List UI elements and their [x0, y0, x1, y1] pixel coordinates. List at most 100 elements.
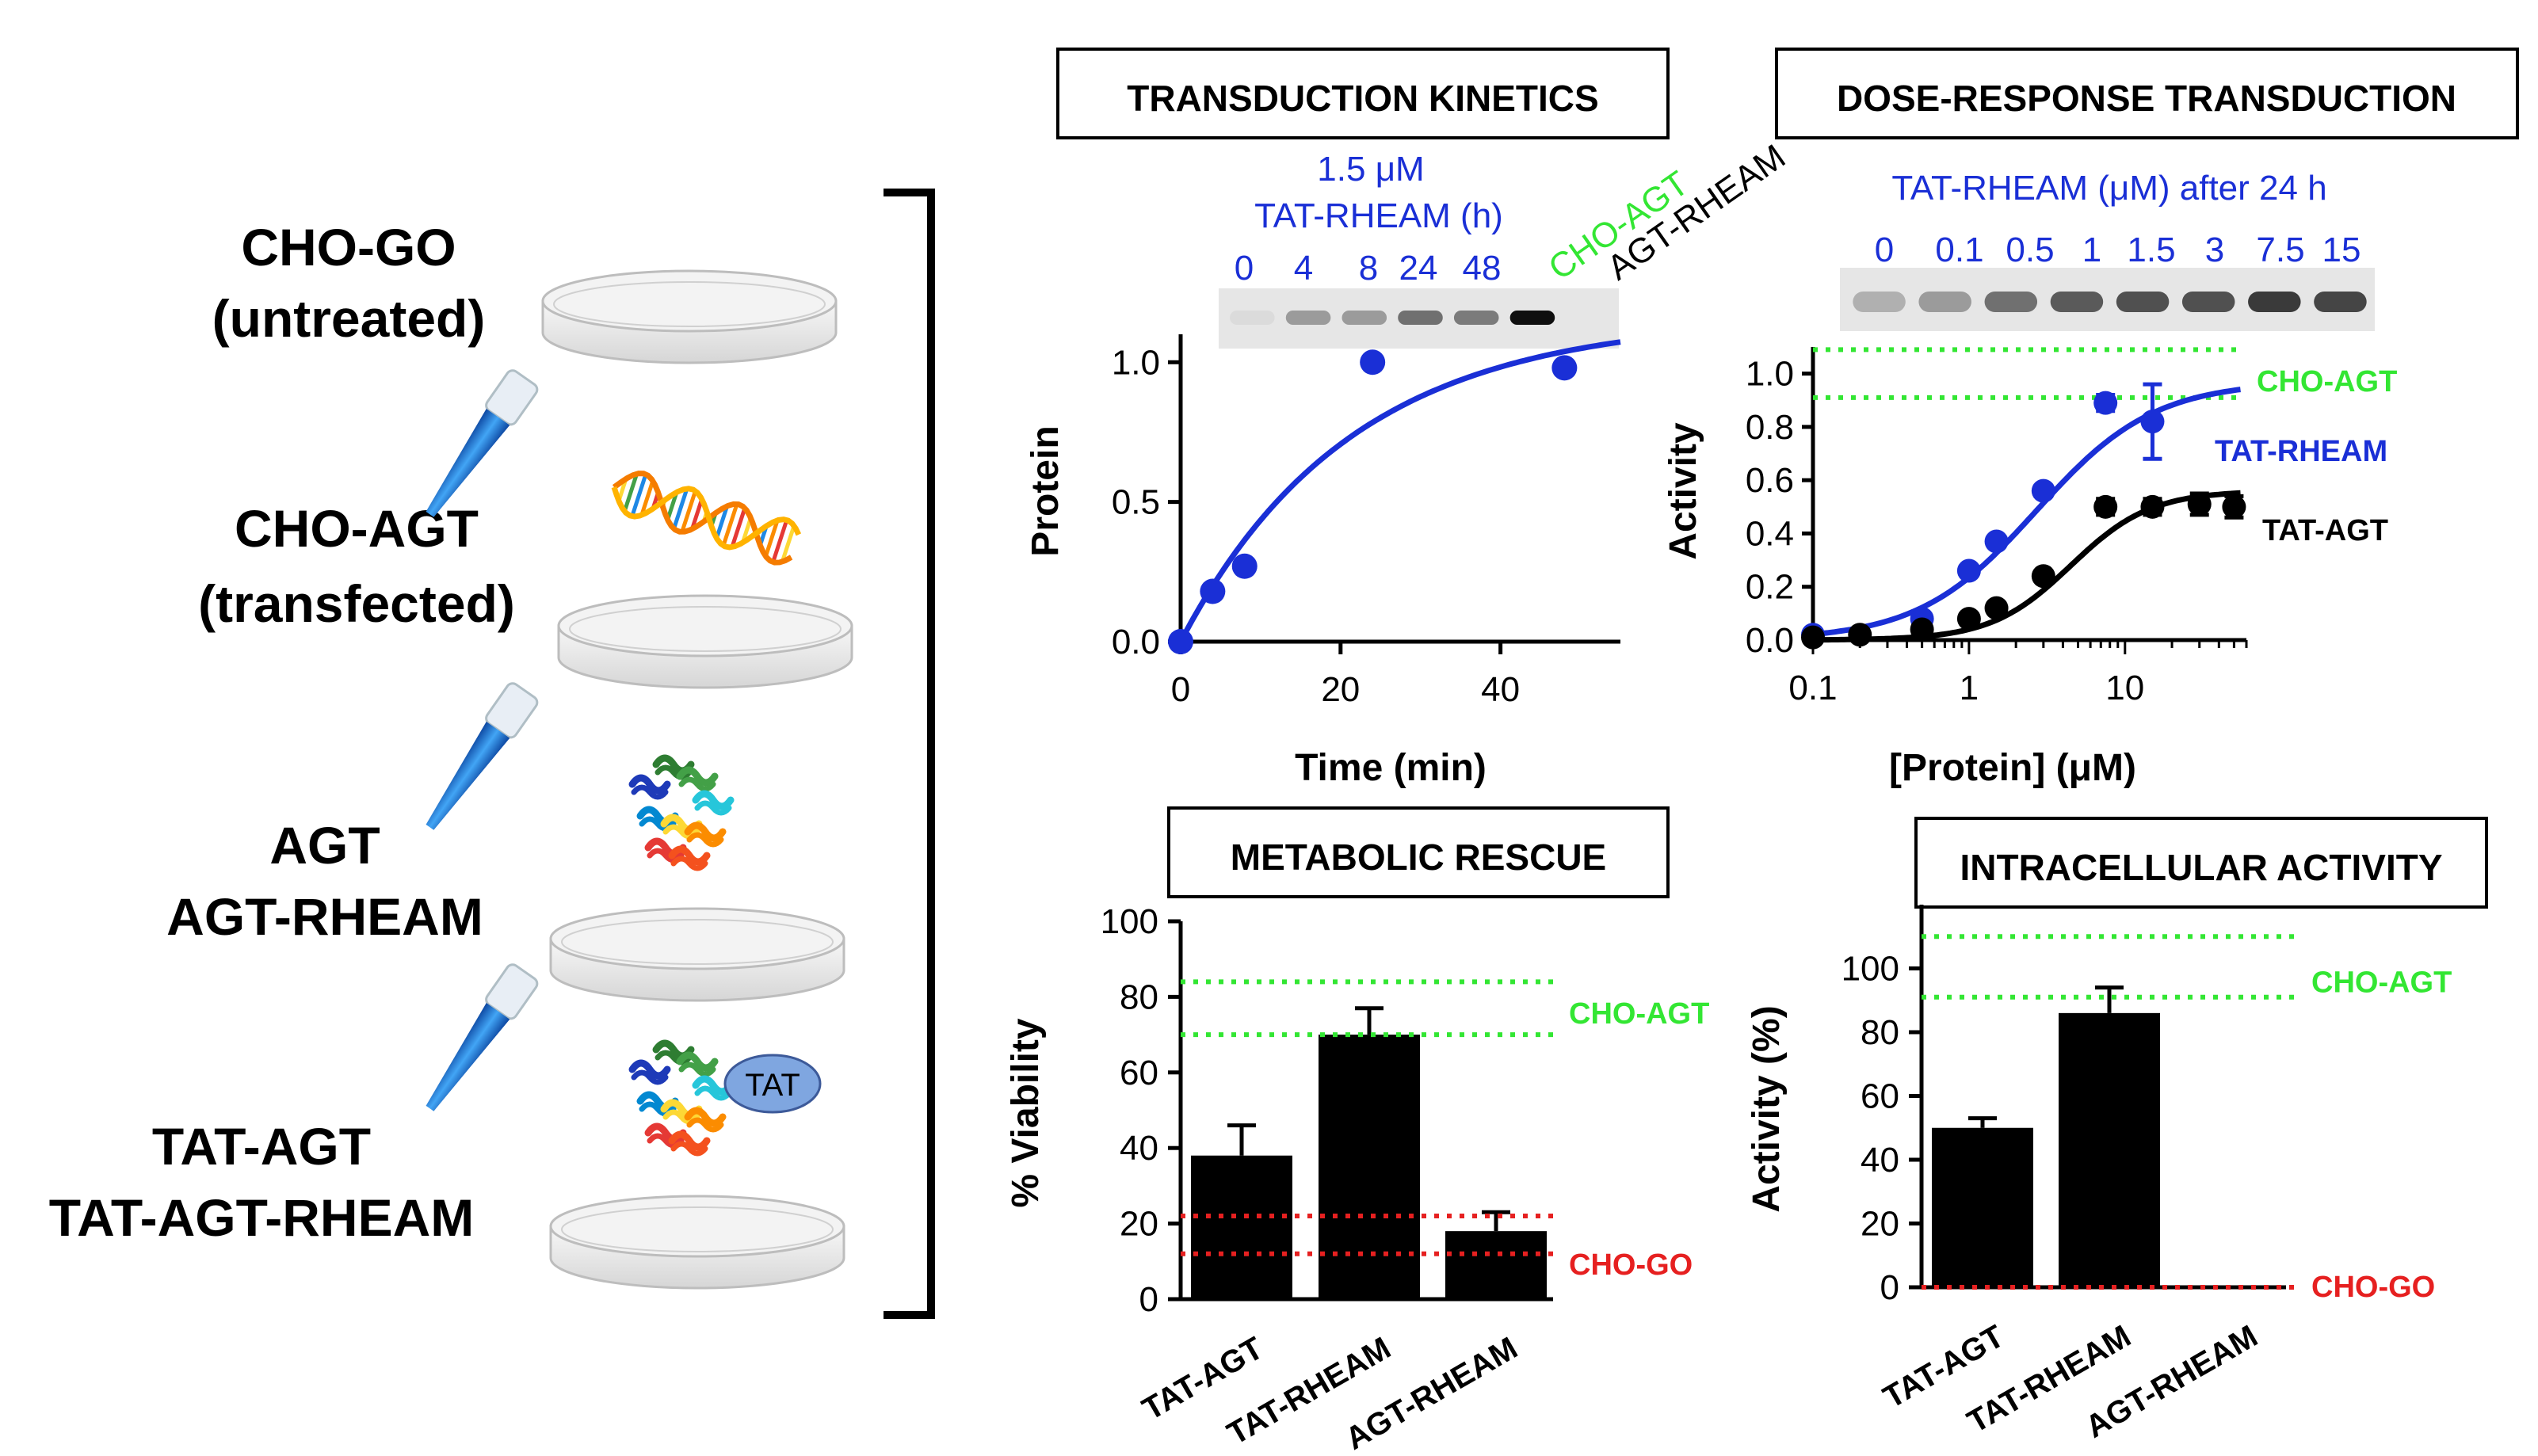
blot-band [2181, 292, 2235, 312]
y-tick-label: 60 [1120, 1054, 1158, 1092]
data-point [1551, 355, 1578, 381]
pipette-icon [426, 369, 539, 517]
x-axis-label: Time (min) [1295, 747, 1487, 789]
protein-helix [628, 1059, 671, 1080]
dish-top [549, 1195, 845, 1258]
data-point [2093, 391, 2118, 415]
lane-label: 48 [1463, 249, 1502, 288]
bar [1319, 1035, 1420, 1299]
blot-band [1853, 292, 1906, 312]
rescue-title: METABOLIC RESCUE [1231, 837, 1607, 878]
rescue-title-box [1167, 806, 1670, 898]
x-axis-label: [Protein] (μM) [1889, 747, 2136, 789]
protein-helix [694, 1085, 732, 1101]
dna-rung [666, 491, 679, 520]
pipette-icon [426, 963, 539, 1111]
protein-helix [628, 774, 671, 795]
protein-helix [631, 784, 669, 800]
blot-band [2116, 292, 2170, 312]
dna-rung [721, 503, 739, 547]
y-tick-label: 20 [1861, 1205, 1899, 1244]
group-label-line1: CHO-AGT [235, 499, 479, 558]
x-tick-label: 0.1 [1788, 669, 1837, 707]
group-label-line2: AGT-RHEAM [166, 887, 483, 946]
dose-title-box [1775, 48, 2519, 139]
group-label-line2: (transfected) [198, 574, 515, 633]
x-tick-label: 0 [1171, 670, 1190, 709]
data-point [2031, 564, 2055, 589]
fit-curve [1812, 387, 2241, 638]
kinetics-chart: 0.0 0.5 1.0 0 20 40 Time (min) Protein [1025, 334, 1621, 789]
dna-rung [763, 520, 780, 558]
y-tick-label: 0.0 [1112, 623, 1160, 661]
bar [1191, 1155, 1292, 1299]
lane-label: 24 [1399, 249, 1438, 288]
lane-label: 1.5 [2127, 231, 2175, 269]
x-tick-label: 40 [1481, 670, 1520, 709]
lane-label: 4 [1294, 249, 1313, 288]
y-tick-label: 100 [1841, 950, 1899, 989]
protein-helix [694, 800, 732, 816]
pipette-body [426, 1003, 510, 1111]
dish-rim [561, 1206, 834, 1252]
y-axis-label: Activity [1662, 422, 1704, 560]
protein-helix [684, 821, 727, 842]
data-point [2140, 494, 2165, 519]
reference-label: CHO-AGT [2257, 365, 2397, 398]
protein-helix [684, 1107, 727, 1127]
blot-band [1342, 311, 1387, 325]
blot-band [1453, 311, 1499, 325]
dna-rung [672, 488, 689, 530]
data-point [1956, 558, 1981, 583]
pipette-icon [426, 682, 539, 830]
reference-label: CHO-AGT [1569, 997, 1709, 1031]
data-point [1848, 623, 1872, 647]
lane-label: 0 [1875, 231, 1894, 269]
blot-band [1509, 311, 1555, 325]
protein-helix [676, 766, 719, 787]
blot-band [1984, 292, 2038, 312]
protein-structure-icon [628, 754, 735, 871]
dna-helix-icon [611, 471, 802, 566]
protein-helix [655, 764, 693, 780]
tat-bubble-label: TAT [745, 1068, 800, 1103]
grouping-bracket [884, 189, 935, 1319]
blot-band [1918, 292, 1971, 312]
dish-top [541, 269, 838, 333]
lane-label: 8 [1359, 249, 1378, 288]
protein-helix [670, 1141, 708, 1157]
y-tick-label: 0.2 [1746, 568, 1794, 607]
y-tick-label: 0.0 [1746, 621, 1794, 660]
y-tick-label: 1.0 [1746, 355, 1794, 394]
dose-blot-header: TAT-RHEAM (μM) after 24 h [1891, 169, 2326, 208]
group-label-line1: AGT [269, 816, 380, 875]
left-panel: CHO-GO (untreated) CHO-AGT (transfected) AGT… [49, 218, 853, 1290]
bar [2059, 1012, 2160, 1287]
dna-strand [611, 486, 802, 551]
protein-helix [686, 1117, 724, 1133]
petri-dish-icon [557, 594, 853, 689]
y-axis-label: Protein [1025, 425, 1067, 556]
lane-label: 0.5 [2006, 231, 2054, 269]
protein-structure-icon [628, 1039, 735, 1157]
protein-helix [678, 1062, 716, 1077]
dna-rung [771, 519, 789, 563]
y-tick-label: 40 [1861, 1141, 1899, 1180]
protein-helix [668, 1130, 711, 1151]
data-point [1984, 529, 2009, 554]
dish-rim [561, 919, 834, 965]
data-point [1360, 349, 1386, 375]
blot-band [2314, 292, 2367, 312]
group-label-line1: TAT-AGT [152, 1117, 371, 1176]
kinetics-blot-header-2: TAT-RHEAM (h) [1254, 196, 1503, 235]
protein-helix [668, 845, 711, 866]
dna-rung [680, 490, 697, 533]
y-axis-label: % Viability [1005, 1018, 1047, 1208]
petri-dish-icon [541, 269, 838, 364]
y-tick-label: 1.0 [1112, 343, 1160, 382]
blot-band [2050, 292, 2104, 312]
blot-band [2248, 292, 2301, 312]
y-tick-label: 20 [1120, 1205, 1158, 1244]
x-tick-label: 20 [1321, 670, 1360, 709]
protein-helix [670, 856, 708, 871]
